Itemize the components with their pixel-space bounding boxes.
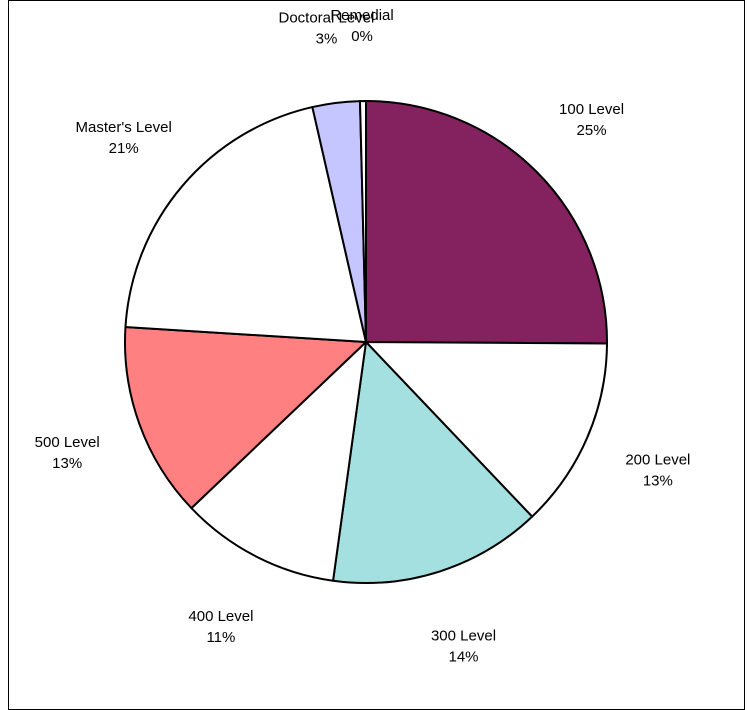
pie-slice-100-level: [365, 100, 608, 345]
slice-label-300-level: 300 Level 14%: [431, 628, 496, 666]
pie-slice-master-s-level: [124, 106, 367, 343]
slice-label-100-level: 100 Level 25%: [559, 101, 624, 139]
slice-label-400-level: 400 Level 11%: [188, 608, 253, 646]
slice-label-200-level: 200 Level 13%: [625, 451, 690, 489]
pie-chart: 100 Level 25% 200 Level 13% 300 Level 14% 400 …: [35, 7, 691, 666]
pie-slice-300-level: [332, 341, 534, 584]
pie-slice-500-level: [124, 325, 367, 510]
slice-label-doctoral-level: Doctoral Level 3%: [279, 9, 375, 47]
pie-slice-400-level: [190, 341, 367, 582]
pie-slice-200-level: [365, 341, 608, 518]
slice-label-remedial: Remedial 0%: [330, 7, 393, 45]
slice-label-master-s-level: Master's Level 21%: [76, 119, 172, 157]
pie-slice-remedial: [358, 100, 367, 343]
slice-label-500-level: 500 Level 13%: [35, 434, 100, 472]
